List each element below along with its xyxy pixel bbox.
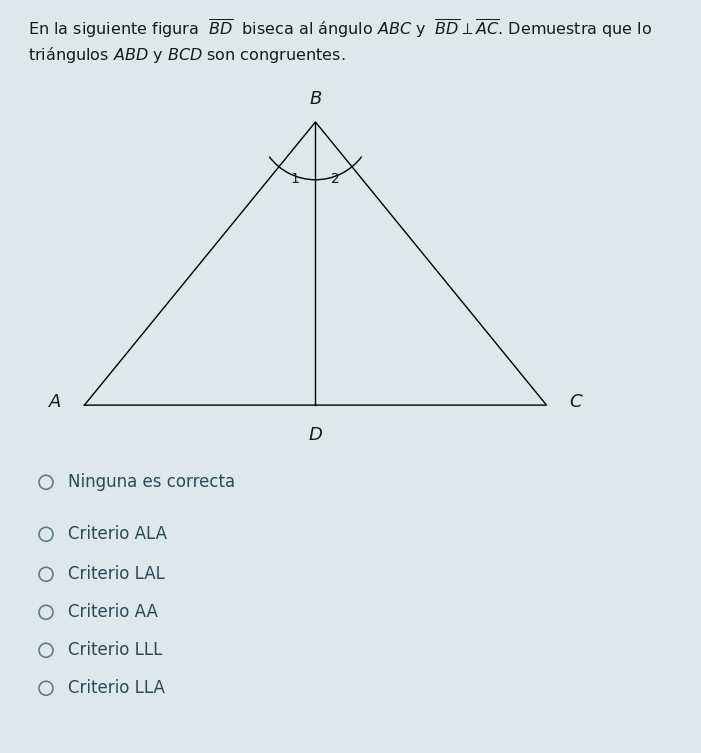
Text: Criterio ALA: Criterio ALA	[68, 526, 167, 543]
Text: B: B	[309, 90, 322, 108]
Text: D: D	[308, 426, 322, 444]
Text: Ninguna es correcta: Ninguna es correcta	[68, 474, 235, 491]
Text: Criterio LLL: Criterio LLL	[68, 642, 163, 660]
Text: 1: 1	[291, 172, 300, 186]
Text: Criterio LLA: Criterio LLA	[68, 679, 165, 697]
Text: 2: 2	[332, 172, 340, 186]
Text: Criterio LAL: Criterio LAL	[68, 566, 165, 584]
Text: Criterio AA: Criterio AA	[68, 603, 158, 621]
Text: A: A	[49, 392, 61, 410]
Text: triángulos $ABD$ y $BCD$ son congruentes.: triángulos $ABD$ y $BCD$ son congruentes…	[28, 45, 346, 65]
Text: En la siguiente figura  $\overline{BD}$  biseca al ángulo $ABC$ y  $\overline{BD: En la siguiente figura $\overline{BD}$ b…	[28, 17, 652, 40]
Text: C: C	[570, 392, 583, 410]
